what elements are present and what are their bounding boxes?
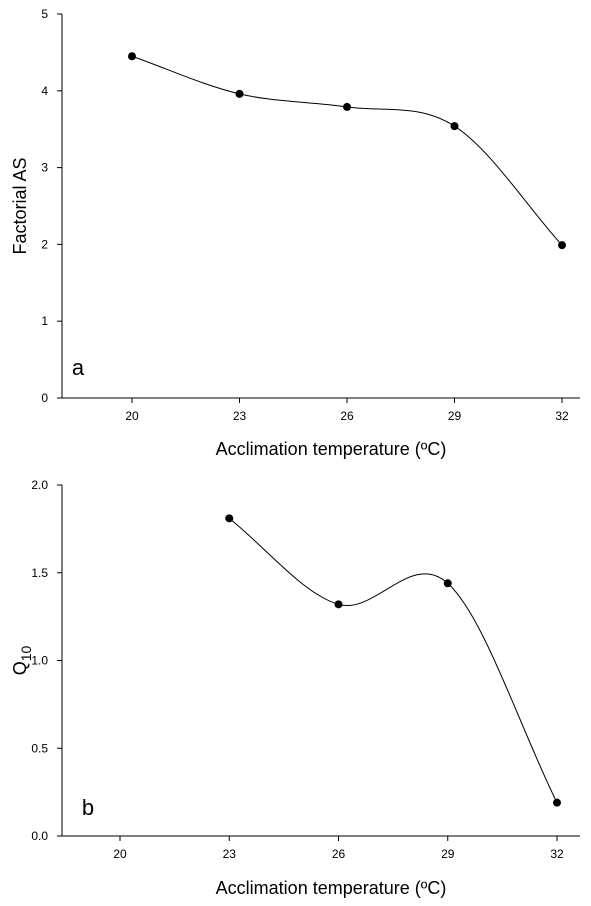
data-point	[225, 514, 234, 523]
data-point	[450, 122, 459, 131]
y-tick-label: 2	[41, 237, 48, 251]
y-tick-label: 1	[41, 314, 48, 328]
x-tick-label: 32	[550, 847, 564, 861]
x-tick-label: 26	[332, 847, 346, 861]
data-point	[343, 102, 351, 111]
x-tick-label: 29	[441, 847, 455, 861]
series-line	[228, 517, 558, 803]
y-tick-label: 0.0	[31, 829, 48, 843]
panel-letter: a	[72, 355, 85, 380]
y-axis-title: Factorial AS	[10, 157, 30, 254]
y-tick-label: 0.5	[31, 741, 48, 755]
data-point	[128, 52, 136, 61]
y-axis-title-main: Q	[10, 661, 30, 675]
y-axis-title: Q10	[10, 645, 34, 675]
data-point	[553, 798, 561, 807]
x-tick-label: 26	[340, 409, 354, 423]
y-tick-label: 1.5	[31, 566, 48, 580]
x-tick-label: 23	[223, 847, 237, 861]
y-tick-label: 3	[41, 161, 48, 175]
y-tick-label: 1.0	[31, 654, 48, 668]
y-tick-label: 5	[41, 7, 48, 21]
x-tick-label: 20	[125, 409, 139, 423]
x-tick-label: 20	[113, 847, 127, 861]
x-tick-label: 23	[233, 409, 247, 423]
data-point	[558, 241, 566, 250]
y-tick-label: 0	[41, 391, 48, 405]
x-axis-title: Acclimation temperature (ºC)	[216, 878, 447, 898]
x-axis-title: Acclimation temperature (ºC)	[216, 439, 447, 459]
panel-b: 0.0 0.5 1.0 1.5 2.0 20 23 26 29 32 Acclimation tem…	[10, 478, 580, 898]
series-line	[131, 55, 563, 246]
data-point	[334, 600, 343, 609]
y-axis-title-subscript: 10	[18, 645, 34, 661]
x-tick-label: 29	[448, 409, 462, 423]
data-point	[235, 89, 244, 98]
y-tick-label: 4	[41, 84, 48, 98]
data-point	[443, 579, 452, 588]
panel-letter: b	[82, 795, 94, 820]
y-tick-label: 2.0	[31, 478, 48, 492]
x-tick-label: 32	[555, 409, 569, 423]
